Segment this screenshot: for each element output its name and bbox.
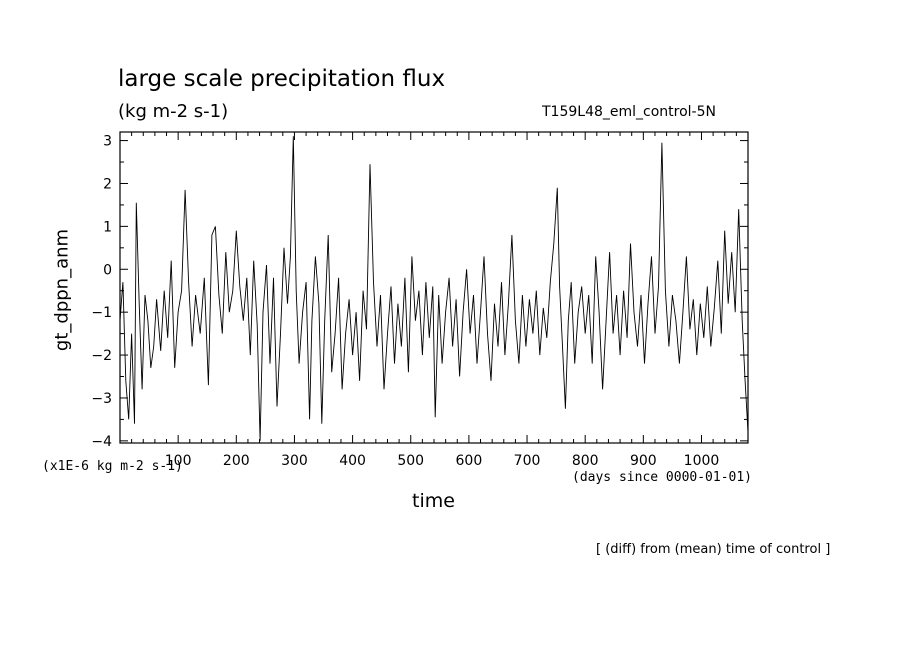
y-tick-label: 0	[103, 262, 112, 278]
x-tick-label: 300	[281, 453, 308, 469]
chart-units: (kg m-2 s-1)	[118, 101, 229, 122]
y-tick-label: −4	[91, 434, 112, 450]
x-tick-label: 400	[339, 453, 366, 469]
x-tick-label: 200	[223, 453, 250, 469]
x-tick-label: 600	[456, 453, 483, 469]
x-tick-label: 800	[572, 453, 599, 469]
y-tick-label: 3	[103, 134, 112, 150]
plot-axes	[119, 131, 749, 444]
axis-ticks	[120, 132, 748, 443]
x-tick-label: 100	[165, 453, 192, 469]
y-tick-label: −3	[91, 391, 112, 407]
x-tick-label: 900	[630, 453, 657, 469]
footnote: [ (diff) from (mean) time of control ]	[596, 542, 831, 557]
x-tick-label: 1000	[684, 453, 720, 469]
series-line	[119, 136, 749, 441]
x-tick-label: 700	[514, 453, 541, 469]
x-unit-note: (days since 0000-01-01)	[572, 470, 753, 485]
run-label: T159L48_eml_control-5N	[542, 104, 716, 120]
y-tick-label: −2	[91, 348, 112, 364]
x-axis-label: time	[412, 490, 455, 512]
x-tick-label: 500	[397, 453, 424, 469]
y-tick-label: 2	[103, 176, 112, 192]
y-axis-label: gt_dppn_anm	[51, 228, 73, 352]
plot-frame	[119, 131, 749, 444]
chart-title: large scale precipitation flux	[118, 66, 446, 92]
y-scale-note: (x1E-6 kg m-2 s-1)	[42, 459, 183, 474]
axis-tick-labels: 100 200 300 400 500 600 700 800 900 1000 −4 −3 −2 −1 0…	[91, 134, 719, 469]
y-tick-label: −1	[91, 305, 112, 321]
data-series	[119, 136, 749, 441]
y-tick-label: 1	[103, 219, 112, 235]
